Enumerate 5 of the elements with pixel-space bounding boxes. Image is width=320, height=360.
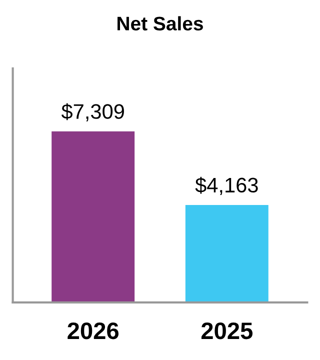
data-label: $4,163: [195, 176, 258, 195]
x-tick-label: 2026: [68, 322, 119, 340]
data-label: $7,309: [61, 103, 124, 122]
chart-title: Net Sales: [118, 16, 203, 30]
x-tick-label: 2025: [201, 322, 253, 340]
